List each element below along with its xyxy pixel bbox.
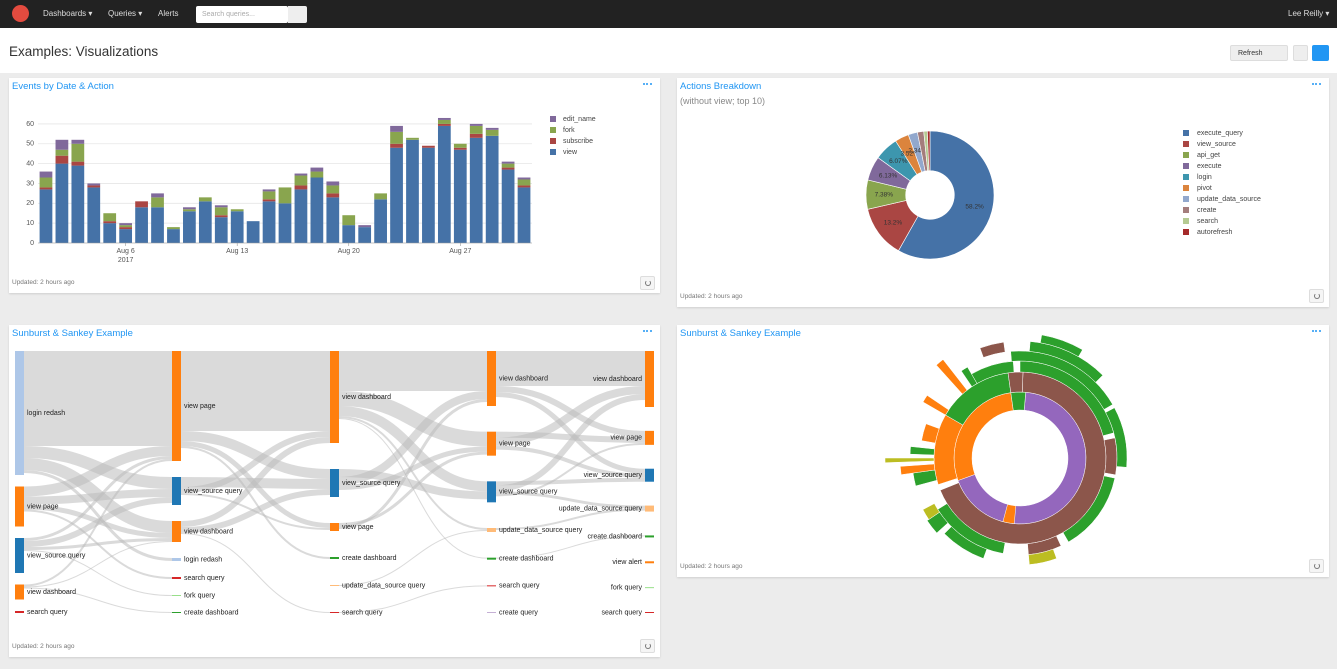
widget-subtitle: (without view; top 10): [680, 96, 766, 106]
search-button[interactable]: [288, 6, 307, 23]
refresh-label: Refresh: [1238, 49, 1263, 57]
menu-alerts[interactable]: Alerts: [158, 9, 179, 18]
widget-refresh[interactable]: [640, 276, 655, 290]
updated-note: Updated: 2 hours ago: [680, 563, 743, 570]
menu-dashboards[interactable]: Dashboards ▾: [43, 9, 93, 18]
widget: Events by Date & Action Updated: 2 hours…: [9, 78, 660, 293]
menu-queries[interactable]: Queries ▾: [108, 9, 143, 18]
share-button[interactable]: [1312, 45, 1329, 61]
widget: Sunburst & Sankey Example Updated: 2 hou…: [677, 325, 1329, 577]
updated-note: Updated: 2 hours ago: [680, 293, 743, 300]
updated-note: Updated: 2 hours ago: [12, 643, 75, 650]
page-title: Examples: Visualizations: [9, 44, 159, 59]
widget-menu[interactable]: [643, 83, 653, 87]
widget-refresh[interactable]: [640, 639, 655, 653]
widget-menu[interactable]: [1312, 83, 1322, 87]
widget-title[interactable]: Sunburst & Sankey Example: [680, 328, 801, 339]
refresh-button[interactable]: Refresh: [1230, 45, 1288, 61]
widget-title[interactable]: Events by Date & Action: [12, 81, 114, 92]
menu-label[interactable]: Dashboards: [43, 9, 87, 18]
search-input[interactable]: Search queries...: [196, 6, 288, 23]
fullscreen-button[interactable]: [1293, 45, 1308, 61]
updated-note: Updated: 2 hours ago: [12, 279, 75, 286]
widget-refresh[interactable]: [1309, 289, 1324, 303]
user-name[interactable]: Lee Reilly: [1288, 9, 1324, 18]
widget: Actions Breakdown (without view; top 10)…: [677, 78, 1329, 307]
widget-title[interactable]: Actions Breakdown: [680, 81, 762, 92]
widget-menu[interactable]: [643, 330, 653, 334]
widget-title[interactable]: Sunburst & Sankey Example: [12, 328, 133, 339]
widget: Sunburst & Sankey Example Updated: 2 hou…: [9, 325, 660, 657]
search-placeholder: Search queries...: [202, 11, 255, 18]
page-header: Examples: Visualizations Refresh: [0, 28, 1337, 73]
navbar: Dashboards ▾ Queries ▾ Alerts Search que…: [0, 0, 1337, 28]
widget-refresh[interactable]: [1309, 559, 1324, 573]
widget-menu[interactable]: [1312, 330, 1322, 334]
menu-label[interactable]: Queries: [108, 9, 137, 18]
user-menu[interactable]: Lee Reilly ▾: [1288, 9, 1330, 18]
logo[interactable]: [12, 5, 29, 22]
